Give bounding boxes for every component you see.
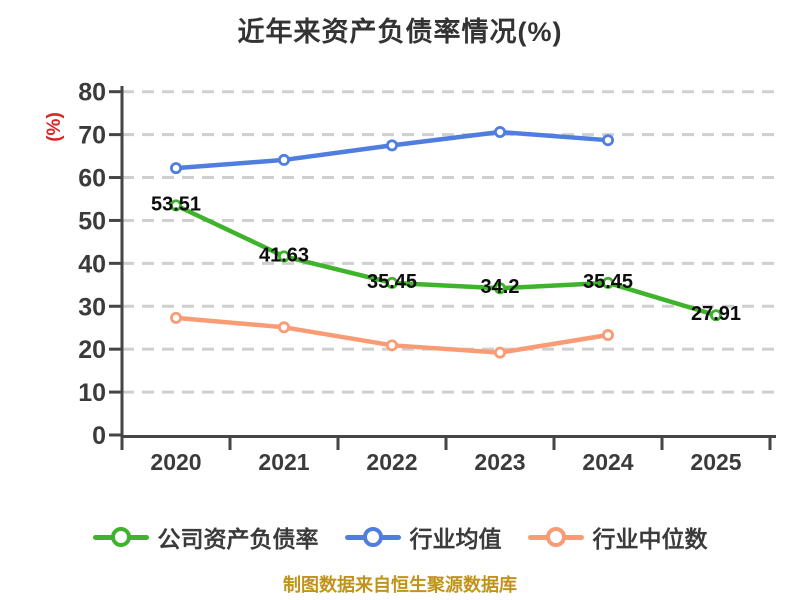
y-axis-unit-label: (%) xyxy=(44,112,65,142)
x-axis-tick-label: 2020 xyxy=(150,449,201,475)
chart-title: 近年来资产负债率情况(%) xyxy=(237,17,563,47)
y-axis-tick-label: 80 xyxy=(78,79,106,107)
legend-dot-icon xyxy=(110,527,131,547)
data-point-label: 41.63 xyxy=(259,244,309,266)
data-point-marker xyxy=(385,276,398,289)
x-axis-tick-label: 2024 xyxy=(582,449,633,475)
legend-dot-icon xyxy=(362,527,383,547)
data-point-marker xyxy=(602,276,615,289)
legend-item-company-ratio: 公司资产负债率 xyxy=(92,520,319,554)
data-point-marker xyxy=(493,126,506,139)
data-point-marker xyxy=(710,309,723,322)
data-source-footnote: 制图数据来自恒生聚源数据库 xyxy=(283,575,517,595)
data-point-marker xyxy=(169,199,182,212)
y-axis-tick-label: 10 xyxy=(78,379,106,407)
y-axis-tick-label: 30 xyxy=(78,293,106,321)
y-axis-tick-label: 20 xyxy=(78,336,106,364)
x-axis-tick-label: 2025 xyxy=(690,449,741,475)
legend-dot-icon xyxy=(545,527,566,547)
x-axis-tick-label: 2021 xyxy=(258,449,309,475)
plot-area: 0 10 20 30 40 50 60 70 80 2020 2021 2022 2023 2024 202… xyxy=(78,79,776,475)
data-point-marker xyxy=(602,134,615,147)
y-axis-tick-label: 40 xyxy=(78,250,106,278)
legend-item-industry-median: 行业中位数 xyxy=(527,520,708,554)
data-point-label: 35.45 xyxy=(583,271,633,293)
y-axis-tick-label: 50 xyxy=(78,207,106,235)
data-point-marker xyxy=(385,339,398,352)
data-point-marker xyxy=(169,311,182,324)
x-axis-tick-label: 2023 xyxy=(474,449,525,475)
data-point-marker xyxy=(493,346,506,359)
legend-label-industry-median: 行业中位数 xyxy=(592,526,708,552)
data-point-marker xyxy=(385,139,398,152)
data-point-marker xyxy=(493,282,506,295)
x-axis-tick-label: 2022 xyxy=(366,449,417,475)
legend-line-marker-icon xyxy=(527,527,584,547)
legend-label-company-ratio: 公司资产负债率 xyxy=(157,526,319,552)
data-point-marker xyxy=(277,321,290,334)
data-point-label: 35.45 xyxy=(367,271,417,293)
data-point-marker xyxy=(169,162,182,175)
y-axis-tick-label: 60 xyxy=(78,165,106,193)
data-point-label: 27.91 xyxy=(691,303,741,325)
legend-line-marker-icon xyxy=(344,527,401,547)
data-point-marker xyxy=(277,153,290,166)
legend-label-industry-mean: 行业均值 xyxy=(409,526,502,552)
legend-line-marker-icon xyxy=(92,527,149,547)
series-line-0 xyxy=(173,203,719,318)
data-point-marker xyxy=(602,329,615,342)
y-axis-tick-label: 0 xyxy=(92,422,106,450)
legend: 公司资产负债率 行业均值 行业中位数 xyxy=(0,520,800,554)
legend-item-industry-mean: 行业均值 xyxy=(344,520,502,554)
y-axis-tick-label: 70 xyxy=(78,122,106,150)
data-point-marker xyxy=(277,250,290,263)
data-point-label: 53.51 xyxy=(151,193,201,215)
data-point-label: 34.2 xyxy=(481,276,520,298)
